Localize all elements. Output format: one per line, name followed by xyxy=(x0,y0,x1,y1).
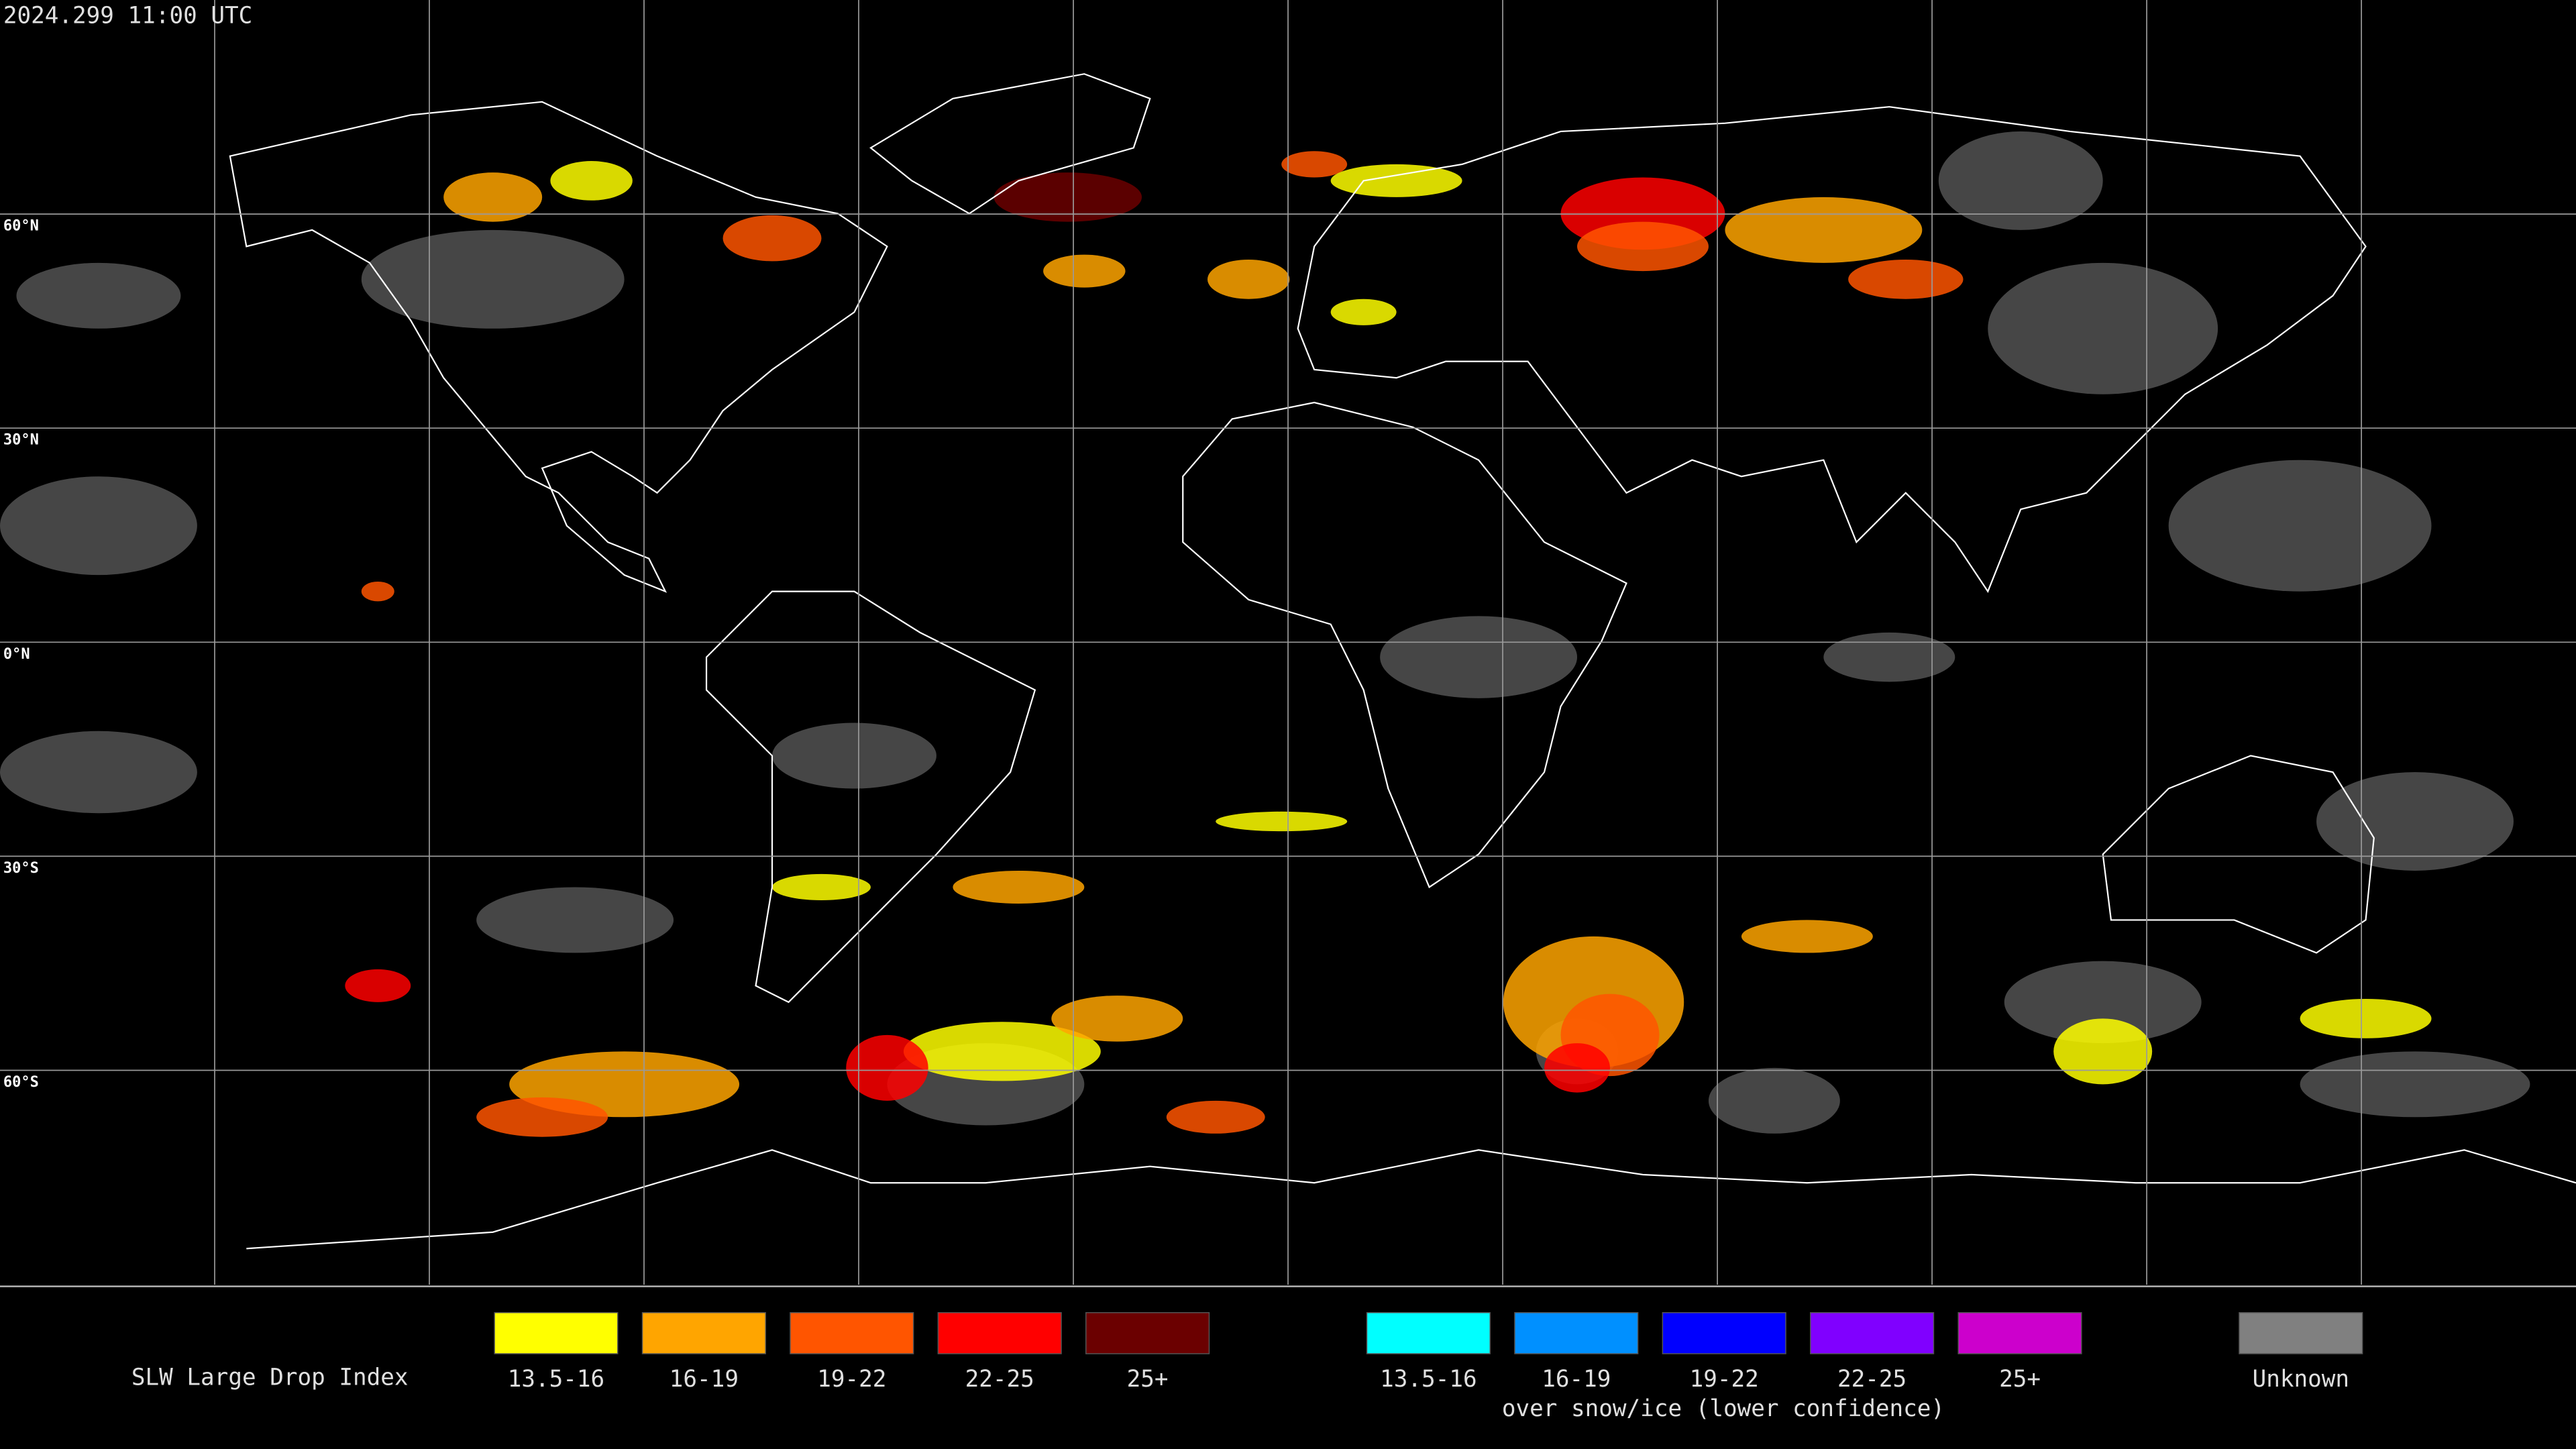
africa xyxy=(1182,401,1627,889)
latitude-label: 30°N xyxy=(3,432,39,449)
unknown-cloud xyxy=(0,731,197,814)
latitude-label: 60°N xyxy=(3,218,39,235)
slw-cloud xyxy=(1330,299,1397,325)
north-america xyxy=(229,101,888,593)
unknown-cloud xyxy=(2004,961,2202,1044)
legend-swatch xyxy=(1957,1312,2082,1354)
latitude-label: 0°N xyxy=(3,646,30,663)
legend-caption: over snow/ice (lower confidence) xyxy=(1502,1395,1945,1422)
legend-label: Unknown xyxy=(2253,1366,2349,1393)
slw-cloud xyxy=(903,1022,1101,1081)
legend-swatch xyxy=(937,1312,1062,1354)
legend-label: 16-19 xyxy=(1542,1366,1611,1393)
slw-cloud xyxy=(1281,151,1348,178)
legend-label: 19-22 xyxy=(817,1366,886,1393)
legend-swatch xyxy=(1366,1312,1491,1354)
slw-cloud xyxy=(1544,1043,1610,1093)
legend-label: 22-25 xyxy=(1837,1366,1907,1393)
eurasia xyxy=(1297,106,2367,593)
slw-cloud xyxy=(345,969,411,1002)
coastlines xyxy=(229,73,2576,1250)
slw-cloud xyxy=(722,215,822,262)
unknown-cloud xyxy=(2168,460,2432,592)
unknown-cloud xyxy=(1823,632,1955,682)
timestamp: 2024.299 11:00 UTC xyxy=(3,2,252,29)
legend-label: 25+ xyxy=(1127,1366,1169,1393)
legend-label: 16-19 xyxy=(669,1366,739,1393)
slw-cloud xyxy=(2053,1018,2153,1085)
legend-label: 22-25 xyxy=(965,1366,1034,1393)
slw-cloud xyxy=(1051,996,1183,1042)
slw-cloud xyxy=(1848,259,1964,299)
unknown-cloud xyxy=(1988,262,2218,394)
legend-swatch xyxy=(641,1312,766,1354)
slw-cloud xyxy=(1330,164,1462,197)
slw-cloud xyxy=(1166,1100,1265,1134)
legend-swatch xyxy=(494,1312,619,1354)
unknown-cloud xyxy=(1380,616,1578,698)
greenland xyxy=(869,73,1151,215)
unknown-cloud xyxy=(1938,131,2103,230)
slw-cloud xyxy=(1741,920,1873,953)
legend-label: 25+ xyxy=(1999,1366,2041,1393)
antarctica xyxy=(246,1149,2576,1250)
slw-cloud xyxy=(1043,254,1126,288)
unknown-cloud xyxy=(2316,772,2514,871)
australia xyxy=(2102,755,2375,954)
legend-label: 19-22 xyxy=(1690,1366,1759,1393)
unknown-cloud xyxy=(1708,1067,1840,1134)
slw-cloud xyxy=(476,1097,608,1137)
unknown-cloud xyxy=(2300,1051,2530,1118)
slw-cloud xyxy=(953,870,1085,904)
slw-cloud xyxy=(1577,221,1709,272)
slw-cloud xyxy=(361,581,394,602)
legend-swatch xyxy=(2239,1312,2363,1354)
unknown-cloud xyxy=(361,229,625,329)
legend-label: 13.5-16 xyxy=(1380,1366,1477,1393)
unknown-cloud xyxy=(0,476,197,576)
legend-title: SLW Large Drop Index xyxy=(131,1364,409,1391)
latitude-label: 60°S xyxy=(3,1074,39,1091)
slw-cloud xyxy=(772,873,871,901)
graticule: 60°N 30°N 0°N 30°S 60°S xyxy=(0,0,2576,1285)
unknown-cloud xyxy=(16,262,181,329)
slw-cloud xyxy=(1216,811,1348,832)
slw-cloud xyxy=(1725,197,1923,263)
cloud-layer xyxy=(0,131,2530,1137)
south-america xyxy=(705,590,1036,1004)
legend-swatch xyxy=(790,1312,914,1354)
slw-cloud xyxy=(2300,998,2432,1038)
legend-swatch xyxy=(1810,1312,1935,1354)
slw-cloud xyxy=(443,172,543,222)
slw-cloud xyxy=(994,172,1142,222)
legend-label: 13.5-16 xyxy=(508,1366,604,1393)
legend-swatch xyxy=(1514,1312,1639,1354)
legend: 13.5-16 16-19 19-22 22-25 25+ 13.5-16 16-19 19-… xyxy=(494,1312,2363,1422)
legend-swatch xyxy=(1085,1312,1210,1354)
slw-cloud xyxy=(550,161,633,201)
slw-cloud xyxy=(1208,259,1290,299)
unknown-cloud xyxy=(772,722,936,789)
latitude-label: 30°S xyxy=(3,860,39,877)
unknown-cloud xyxy=(476,887,674,953)
legend-swatch xyxy=(1662,1312,1786,1354)
slw-cloud xyxy=(846,1034,928,1101)
